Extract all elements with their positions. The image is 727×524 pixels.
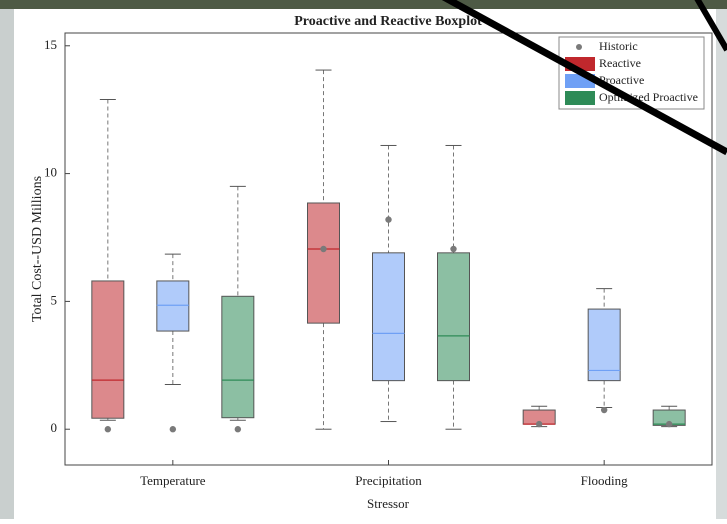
box	[373, 253, 405, 381]
y-axis-label: Total Cost--USD Millions	[30, 176, 45, 322]
y-tick-label: 15	[44, 37, 57, 52]
historic-point	[170, 426, 176, 432]
box	[222, 296, 254, 417]
top-strip	[0, 0, 727, 9]
box	[92, 281, 124, 418]
left-strip	[0, 0, 14, 519]
x-tick-label: Precipitation	[355, 473, 422, 488]
historic-point	[320, 246, 326, 252]
legend-marker	[576, 44, 582, 50]
x-axis-label: Stressor	[367, 496, 410, 511]
x-tick-label: Temperature	[140, 473, 206, 488]
legend-swatch	[565, 91, 595, 105]
y-tick-label: 0	[51, 420, 58, 435]
historic-point	[601, 407, 607, 413]
x-tick-label: Flooding	[581, 473, 628, 488]
legend-label: Reactive	[599, 56, 641, 70]
right-strip	[716, 0, 727, 519]
box	[308, 203, 340, 323]
historic-point	[105, 426, 111, 432]
chart-title: Proactive and Reactive Boxplot	[294, 14, 482, 29]
historic-point	[450, 246, 456, 252]
y-tick-label: 5	[51, 292, 58, 307]
historic-point	[235, 426, 241, 432]
box	[438, 253, 470, 381]
historic-point	[385, 216, 391, 222]
legend-label: Historic	[599, 39, 638, 53]
historic-point	[666, 421, 672, 427]
y-tick-label: 10	[44, 165, 57, 180]
chart: Proactive and Reactive Boxplot Stressor …	[0, 0, 727, 519]
historic-point	[536, 421, 542, 427]
box	[157, 281, 189, 331]
